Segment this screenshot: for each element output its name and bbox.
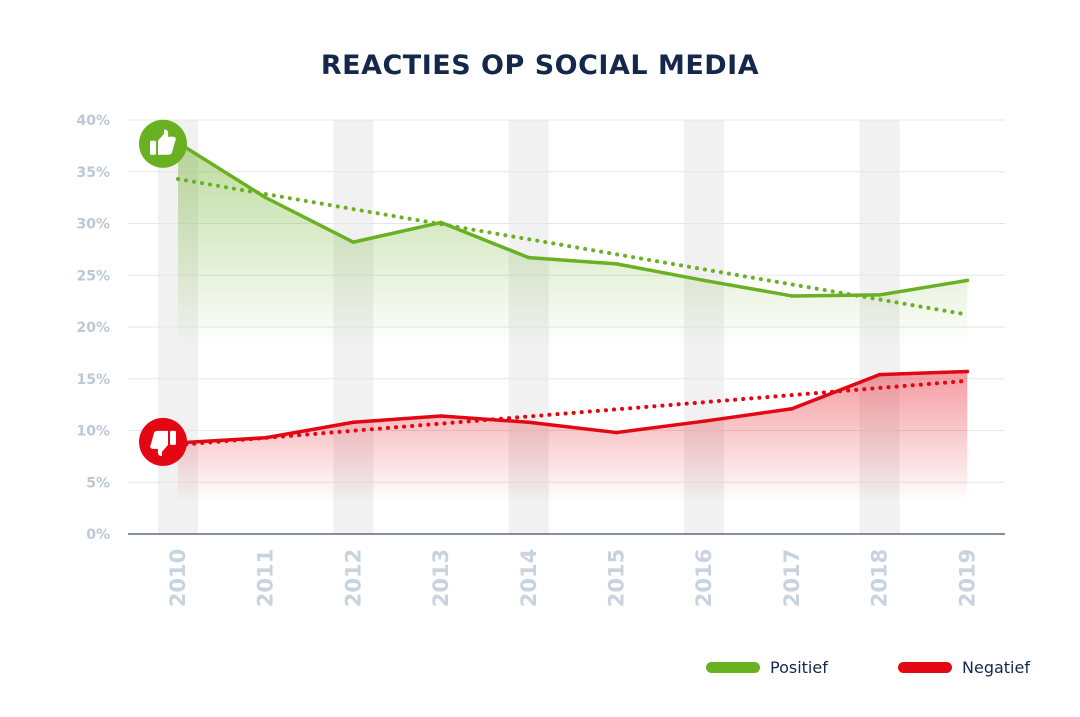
y-tick-label: 20% (76, 320, 110, 336)
data-point (263, 195, 268, 200)
thumbs-up-icon-cuff (150, 140, 156, 155)
y-tick-label: 25% (76, 268, 110, 284)
data-point (965, 369, 970, 374)
data-point (614, 430, 619, 435)
thumbs-up-icon (139, 119, 187, 168)
legend-swatch-negatief (898, 661, 952, 673)
data-point (614, 262, 619, 266)
y-tick-label: 0% (86, 527, 110, 543)
x-tick-label: 2013 (429, 549, 453, 607)
thumbs-down-icon-glyph (150, 430, 176, 457)
data-point (527, 255, 531, 260)
data-point (527, 420, 531, 425)
data-point (702, 278, 706, 283)
area-positief (178, 142, 968, 348)
data-point (877, 372, 882, 377)
y-tick-label: 30% (76, 217, 110, 233)
legend-label-positief: Positief (770, 657, 828, 677)
chart-title: REACTIES OP SOCIAL MEDIA (320, 50, 760, 81)
thumbs-up-icon-glyph (150, 129, 176, 155)
data-point (702, 419, 706, 423)
data-point (877, 293, 882, 297)
data-point (351, 240, 356, 244)
data-point (790, 406, 794, 411)
legend-item-negatief: Negatief (898, 656, 1030, 678)
x-tick-label: 2011 (254, 549, 278, 607)
thumbs-down-icon-cuff (170, 430, 176, 445)
series-line-negatief (176, 369, 970, 445)
x-tick-label: 2017 (780, 549, 804, 607)
y-tick-label: 35% (76, 165, 110, 181)
data-point (263, 435, 268, 440)
data-point (790, 294, 794, 298)
data-point (351, 420, 356, 425)
data-point (439, 220, 443, 225)
thumbs-down-icon (139, 417, 187, 466)
x-tick-label: 2012 (341, 549, 365, 607)
y-tick-label: 40% (76, 113, 110, 129)
area-negatief (178, 371, 968, 503)
data-point (439, 414, 443, 418)
thumbs-up-icon-hand (158, 129, 176, 155)
x-tick-label: 2019 (955, 549, 979, 607)
trendline-negatief (176, 378, 970, 447)
thumbs-down-icon-hand (150, 430, 168, 457)
legend-item-positief: Positief (706, 656, 828, 678)
y-tick-label: 10% (76, 424, 110, 440)
series-line-positief (176, 141, 970, 298)
x-tick-label: 2014 (517, 549, 541, 607)
legend-swatch-positief (706, 661, 760, 673)
x-tick-label: 2015 (605, 549, 629, 607)
x-tick-label: 2010 (166, 549, 190, 607)
y-tick-label: 5% (86, 475, 110, 491)
x-tick-label: 2016 (692, 549, 716, 607)
data-point (965, 278, 970, 283)
legend-label-negatief: Negatief (962, 657, 1030, 677)
x-tick-label: 2018 (868, 549, 892, 607)
y-tick-label: 15% (76, 372, 110, 388)
